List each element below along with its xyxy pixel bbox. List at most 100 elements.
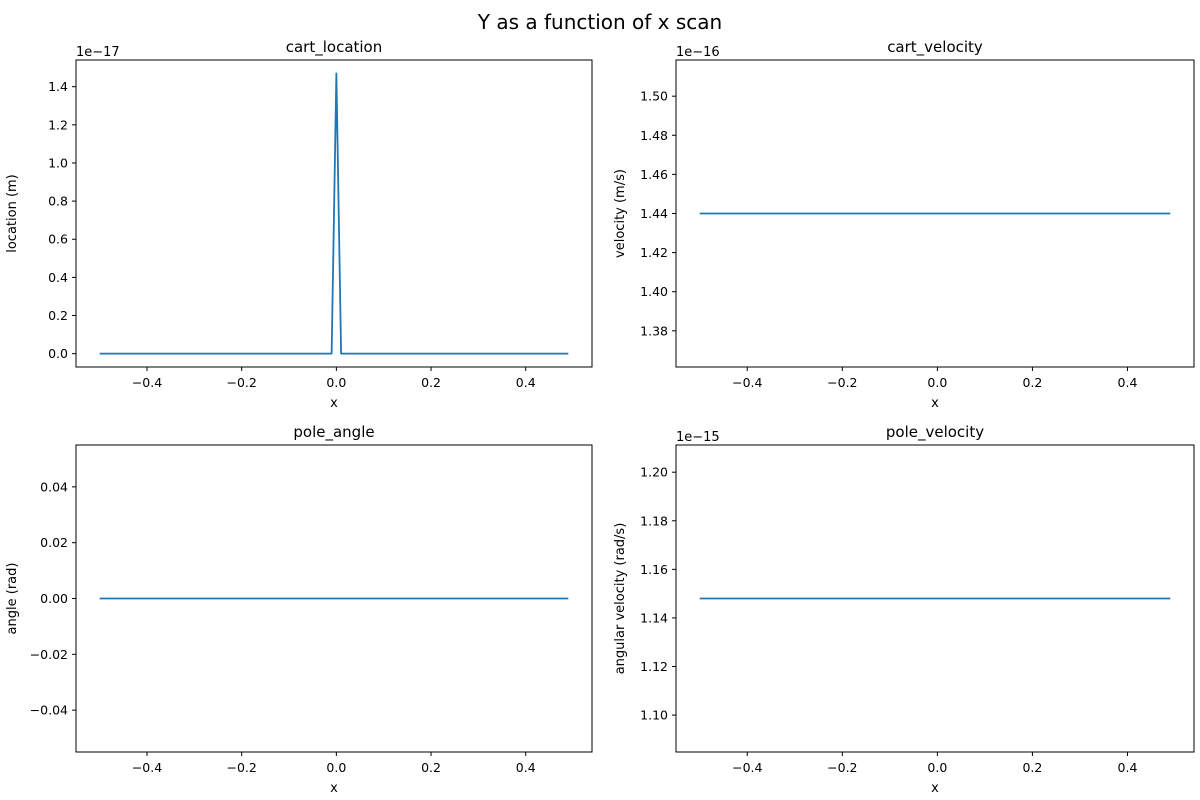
y-axis-label: location (m) bbox=[5, 174, 20, 253]
subplot-title: pole_angle bbox=[293, 423, 374, 442]
y-tick: 0.2 bbox=[48, 308, 76, 323]
y-tick-label: 1.38 bbox=[640, 323, 668, 338]
y-tick-label: 0.8 bbox=[48, 194, 68, 209]
x-axis-label: x bbox=[931, 781, 939, 796]
x-tick-label: 0.0 bbox=[326, 375, 346, 390]
y-tick-label: 1.48 bbox=[640, 128, 668, 143]
y-tick: 1.16 bbox=[640, 562, 676, 577]
x-tick-label: −0.4 bbox=[132, 375, 162, 390]
x-tick-label: 0.2 bbox=[1022, 760, 1042, 775]
x-tick-label: 0.0 bbox=[326, 760, 346, 775]
x-tick: 0.0 bbox=[927, 367, 947, 390]
y-tick: 1.2 bbox=[48, 117, 76, 132]
x-tick: 0.4 bbox=[516, 752, 536, 775]
x-axis-label: x bbox=[330, 781, 338, 796]
x-tick-label: −0.4 bbox=[732, 375, 762, 390]
y-tick: 0.8 bbox=[48, 194, 76, 209]
x-tick-label: 0.4 bbox=[1118, 375, 1138, 390]
y-offset-text: 1e−15 bbox=[676, 430, 720, 445]
x-tick-label: −0.4 bbox=[132, 760, 162, 775]
subplot-cart-location: −0.4 −0.2 0.0 0.2 0.4 0.0 0.2 0.4 0.6 0.8 1.0 1.2 1.… bbox=[5, 38, 593, 411]
x-tick-label: −0.2 bbox=[227, 760, 257, 775]
y-tick: 0.02 bbox=[40, 535, 76, 550]
y-tick: 0.6 bbox=[48, 232, 76, 247]
y-tick: 1.20 bbox=[640, 465, 676, 480]
x-tick: 0.0 bbox=[326, 367, 346, 390]
x-tick: 0.0 bbox=[326, 752, 346, 775]
x-tick-label: 0.0 bbox=[927, 375, 947, 390]
x-tick: −0.2 bbox=[227, 367, 257, 390]
y-tick-label: 1.20 bbox=[640, 465, 668, 480]
x-tick: 0.4 bbox=[1118, 367, 1138, 390]
y-tick: 0.4 bbox=[48, 270, 76, 285]
y-tick-label: 1.16 bbox=[640, 562, 668, 577]
y-tick-label: 0.6 bbox=[48, 232, 68, 247]
y-tick-label: 1.0 bbox=[48, 155, 68, 170]
x-tick-label: 0.2 bbox=[1022, 375, 1042, 390]
axes-frame bbox=[75, 59, 593, 368]
x-tick: 0.0 bbox=[927, 752, 947, 775]
y-tick-label: 1.12 bbox=[640, 659, 668, 674]
y-tick-label: 1.50 bbox=[640, 89, 668, 104]
y-tick-label: 1.46 bbox=[640, 167, 668, 182]
x-tick-label: 0.4 bbox=[516, 760, 536, 775]
x-tick: 0.2 bbox=[1022, 752, 1042, 775]
x-tick: 0.2 bbox=[421, 367, 441, 390]
x-tick-label: 0.4 bbox=[1118, 760, 1138, 775]
subplot-cart-velocity: −0.4 −0.2 0.0 0.2 0.4 1.38 1.40 1.42 1.44 1.46 1.4… bbox=[613, 38, 1195, 411]
y-offset-text: 1e−16 bbox=[676, 45, 720, 60]
y-tick-label: 1.42 bbox=[640, 245, 668, 260]
x-axis-label: x bbox=[931, 396, 939, 411]
series-line bbox=[99, 72, 569, 355]
y-tick-label: 0.0 bbox=[48, 346, 68, 361]
y-tick: 1.40 bbox=[640, 284, 676, 299]
y-tick-label: 1.14 bbox=[640, 610, 668, 625]
x-tick-label: 0.0 bbox=[927, 760, 947, 775]
y-tick-label: 1.18 bbox=[640, 513, 668, 528]
y-tick-label: −0.04 bbox=[30, 703, 68, 718]
y-tick-label: 0.04 bbox=[40, 479, 68, 494]
y-tick: 1.4 bbox=[48, 79, 76, 94]
figure-title: Y as a function of x scan bbox=[477, 10, 723, 34]
x-tick: −0.2 bbox=[227, 752, 257, 775]
y-tick-label: 1.40 bbox=[640, 284, 668, 299]
y-tick-label: 0.2 bbox=[48, 308, 68, 323]
y-tick-label: 0.4 bbox=[48, 270, 68, 285]
subplot-title: cart_velocity bbox=[887, 38, 983, 57]
y-tick: 1.12 bbox=[640, 659, 676, 674]
x-tick-label: −0.2 bbox=[227, 375, 257, 390]
subplot-title: pole_velocity bbox=[886, 423, 984, 442]
y-tick-label: 1.2 bbox=[48, 117, 68, 132]
y-tick: −0.02 bbox=[30, 647, 76, 662]
x-tick: −0.4 bbox=[732, 367, 763, 390]
y-tick: 1.38 bbox=[640, 323, 676, 338]
x-tick: −0.4 bbox=[132, 752, 162, 775]
y-axis-label: angular velocity (rad/s) bbox=[613, 523, 628, 675]
x-tick: −0.2 bbox=[827, 752, 858, 775]
y-tick: 1.46 bbox=[640, 167, 676, 182]
subplot-pole-velocity: −0.4 −0.2 0.0 0.2 0.4 1.10 1.12 1.14 1.16 1.18 1.2… bbox=[613, 423, 1195, 796]
y-tick: 1.48 bbox=[640, 128, 676, 143]
x-tick: −0.4 bbox=[132, 367, 162, 390]
axes-frame bbox=[675, 444, 1195, 753]
y-axis-label: angle (rad) bbox=[5, 563, 20, 635]
x-tick: −0.4 bbox=[732, 752, 763, 775]
y-tick: 0.0 bbox=[48, 346, 76, 361]
x-tick-label: 0.4 bbox=[516, 375, 536, 390]
x-axis-label: x bbox=[330, 396, 338, 411]
y-tick-label: 1.10 bbox=[640, 708, 668, 723]
y-tick: 1.14 bbox=[640, 610, 676, 625]
subplot-pole-angle: −0.4 −0.2 0.0 0.2 0.4 −0.04 −0.02 0.00 0.02 0.04 p… bbox=[5, 423, 593, 796]
y-tick: 1.0 bbox=[48, 155, 76, 170]
y-axis-label: velocity (m/s) bbox=[613, 169, 628, 258]
x-tick: 0.4 bbox=[1118, 752, 1138, 775]
y-offset-text: 1e−17 bbox=[76, 45, 120, 60]
x-tick-label: −0.4 bbox=[732, 760, 762, 775]
subplot-title: cart_location bbox=[286, 38, 383, 57]
x-tick: 0.2 bbox=[1022, 367, 1042, 390]
y-tick-label: 0.02 bbox=[40, 535, 68, 550]
y-tick: 1.10 bbox=[640, 708, 676, 723]
y-tick-label: 1.44 bbox=[640, 206, 668, 221]
y-tick: 0.04 bbox=[40, 479, 76, 494]
